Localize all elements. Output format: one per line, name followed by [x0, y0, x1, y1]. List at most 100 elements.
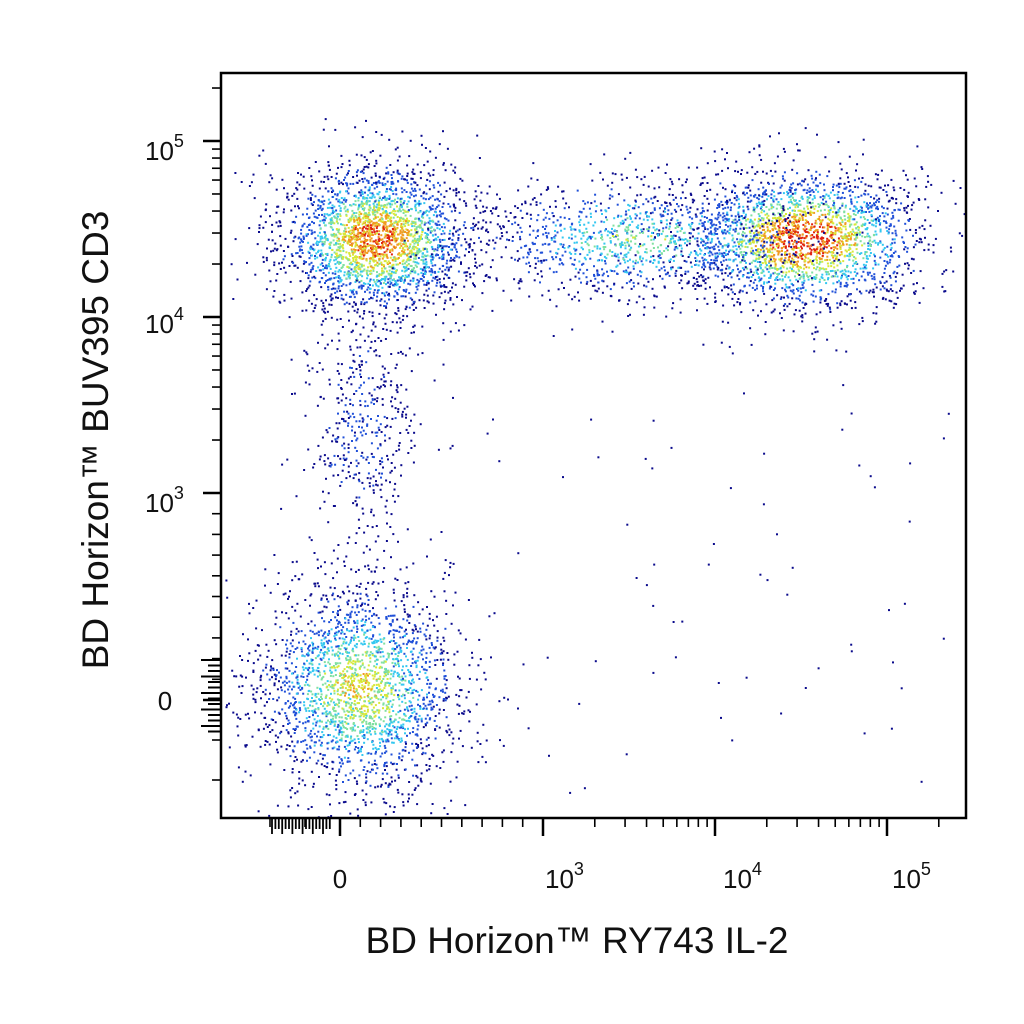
event-dot	[348, 217, 351, 220]
event-dot	[718, 203, 721, 205]
event-dot	[393, 295, 396, 298]
event-dot	[700, 237, 703, 240]
event-dot	[346, 273, 349, 276]
event-dot	[384, 279, 387, 282]
event-dot	[372, 227, 375, 230]
event-dot	[386, 203, 389, 206]
event-dot	[354, 228, 357, 231]
event-dot	[874, 255, 876, 258]
event-dot	[460, 244, 463, 247]
event-dot	[724, 272, 727, 275]
event-dot	[282, 250, 285, 252]
event-dot	[463, 324, 466, 327]
event-dot	[230, 263, 233, 266]
event-dot	[352, 258, 355, 260]
event-dot	[428, 222, 431, 225]
event-dot	[703, 176, 706, 179]
event-dot	[907, 191, 910, 194]
event-dot	[374, 233, 377, 236]
event-dot	[799, 209, 802, 212]
event-dot	[562, 263, 565, 266]
event-dot	[801, 283, 804, 286]
event-dot	[849, 293, 852, 296]
event-dot	[667, 245, 670, 248]
event-dot	[381, 292, 384, 295]
event-dot	[384, 211, 387, 214]
event-dot	[399, 232, 402, 235]
event-dot	[806, 231, 809, 234]
event-dot	[240, 181, 243, 183]
event-dot	[815, 268, 818, 271]
event-dot	[274, 242, 277, 245]
event-dot	[532, 162, 535, 165]
event-dot	[404, 214, 407, 217]
event-dot	[862, 223, 864, 226]
event-dot	[781, 246, 784, 249]
event-dot	[393, 221, 396, 224]
event-dot	[375, 181, 377, 184]
event-dot	[354, 238, 356, 241]
event-dot	[763, 190, 766, 193]
event-dot	[784, 275, 787, 278]
event-dot	[786, 294, 789, 297]
event-dot	[417, 281, 420, 284]
event-dot	[442, 162, 445, 165]
event-dot	[855, 261, 858, 263]
event-dot	[859, 205, 862, 208]
event-dot	[826, 240, 828, 243]
event-dot	[823, 208, 826, 211]
event-dot	[780, 205, 783, 208]
event-dot	[895, 291, 898, 294]
event-dot	[831, 275, 834, 278]
event-dot	[320, 299, 323, 302]
event-dot	[388, 236, 391, 239]
event-dot	[823, 195, 826, 198]
event-dot	[845, 243, 848, 246]
event-dot	[291, 221, 294, 224]
event-dot	[742, 274, 745, 276]
event-dot	[641, 263, 644, 266]
event-dot	[298, 255, 301, 258]
event-dot	[886, 230, 889, 232]
event-dot	[416, 239, 419, 242]
event-dot	[414, 218, 417, 221]
event-dot	[848, 255, 851, 258]
event-dot	[765, 264, 768, 267]
event-dot	[696, 309, 698, 312]
event-dot	[806, 205, 809, 208]
event-dot	[368, 219, 371, 222]
event-dot	[392, 209, 395, 212]
event-dot	[873, 218, 876, 221]
event-dot	[833, 249, 835, 251]
event-dot	[765, 206, 768, 208]
event-dot	[396, 205, 398, 208]
event-dot	[449, 229, 452, 232]
event-dot	[833, 232, 836, 235]
event-dot	[428, 239, 431, 242]
event-dot	[801, 215, 804, 218]
event-dot	[760, 263, 763, 266]
event-dot	[732, 228, 735, 231]
event-dot	[315, 298, 318, 301]
event-dot	[326, 175, 329, 178]
event-dot	[431, 204, 434, 207]
event-dot	[342, 203, 345, 205]
event-dot	[342, 198, 345, 201]
event-dot	[728, 231, 731, 234]
event-dot	[385, 172, 388, 175]
event-dot	[385, 188, 388, 190]
event-dot	[347, 270, 350, 273]
event-dot	[821, 230, 823, 233]
event-dot	[363, 310, 366, 312]
event-dot	[848, 246, 851, 249]
event-dot	[329, 295, 332, 298]
event-dot	[824, 270, 827, 273]
event-dot	[461, 179, 464, 182]
event-dot	[804, 256, 807, 259]
event-dot	[283, 208, 285, 211]
event-dot	[319, 227, 322, 230]
event-dot	[491, 309, 494, 312]
event-dot	[660, 221, 663, 224]
event-dot	[883, 215, 886, 218]
event-dot	[855, 234, 858, 237]
